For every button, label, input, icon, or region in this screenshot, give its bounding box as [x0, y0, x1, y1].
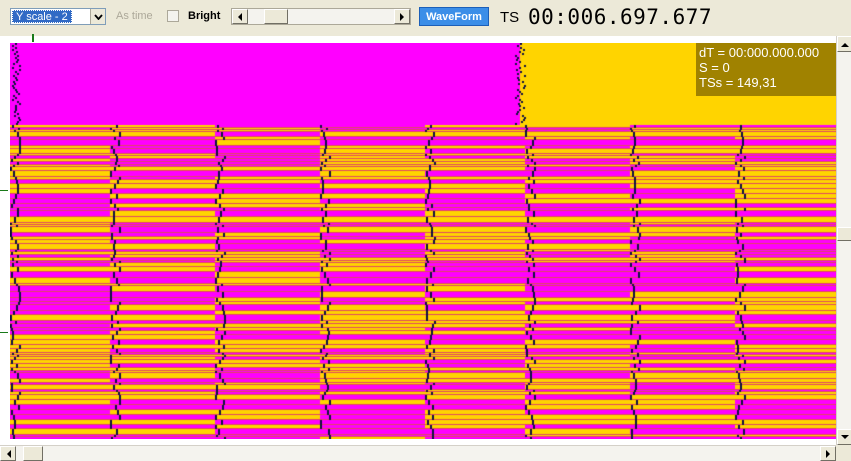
time-scrollbar[interactable]: [231, 8, 411, 25]
arrow-left-icon[interactable]: [0, 446, 16, 461]
y-scale-selected-value: Y scale - 2: [12, 10, 72, 23]
arrow-right-icon[interactable]: [394, 9, 410, 24]
waveform-canvas[interactable]: [10, 43, 836, 439]
ts-value: 00:006.697.677: [528, 5, 713, 29]
arrow-left-icon[interactable]: [232, 9, 248, 24]
info-overlay: dT = 00:000.000.000 S = 0 TSs = 149,31: [696, 43, 836, 96]
arrow-up-icon[interactable]: [837, 36, 851, 52]
waveform-button[interactable]: WaveForm: [419, 7, 489, 26]
scrollbar-corner: [836, 445, 851, 461]
info-dt: dT = 00:000.000.000: [699, 45, 820, 60]
time-scroll-thumb[interactable]: [264, 9, 288, 24]
ts-label: TS: [500, 9, 520, 26]
chevron-down-icon[interactable]: [90, 9, 105, 24]
arrow-right-icon[interactable]: [820, 446, 836, 461]
as-time-label: As time: [116, 10, 153, 22]
row-marker: [0, 332, 8, 333]
info-tss: TSs = 149,31: [699, 75, 777, 90]
info-s: S = 0: [699, 60, 730, 75]
toolbar: Y scale - 2 As time Bright WaveForm TS 0…: [0, 0, 851, 36]
bright-checkbox[interactable]: [167, 10, 179, 22]
bright-label: Bright: [188, 10, 221, 22]
row-marker: [0, 190, 8, 191]
waveform-view[interactable]: [0, 34, 836, 445]
y-scale-select[interactable]: Y scale - 2: [10, 8, 106, 25]
vertical-scrollbar[interactable]: [836, 36, 851, 445]
vertical-scroll-thumb[interactable]: [837, 227, 851, 241]
horizontal-scrollbar[interactable]: [0, 445, 836, 461]
time-marker: [32, 34, 34, 42]
horizontal-scroll-thumb[interactable]: [23, 446, 43, 461]
arrow-down-icon[interactable]: [837, 429, 851, 445]
